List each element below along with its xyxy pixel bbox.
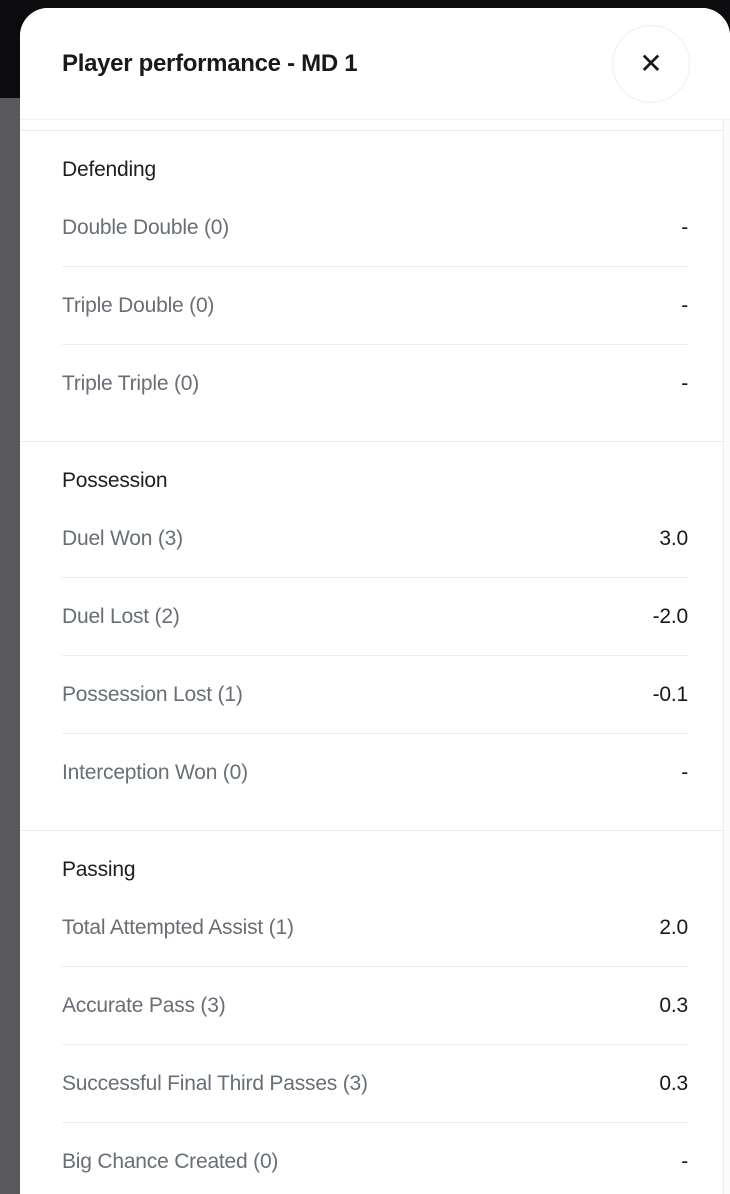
stat-value: 0.3 — [659, 1071, 688, 1095]
stat-row: Interception Won (0) - — [62, 734, 688, 812]
section-title: Passing — [62, 858, 136, 881]
stat-label: Triple Triple (0) — [62, 372, 200, 395]
stat-value: - — [681, 215, 688, 239]
stat-label: Interception Won (0) — [62, 761, 248, 784]
modal-scroll-area[interactable]: Defending Double Double (0) - Triple Dou… — [20, 120, 730, 1194]
section-title: Possession — [62, 469, 168, 492]
stat-label: Total Attempted Assist (1) — [62, 915, 294, 939]
close-icon: ✕ — [639, 47, 663, 79]
stat-label: Double Double (0) — [62, 215, 230, 239]
stat-label: Successful Final Third Passes (3) — [62, 1071, 368, 1095]
stat-row: Double Double (0) - — [62, 189, 688, 267]
previous-section-sliver — [20, 120, 730, 130]
stat-label: Accurate Pass (3) — [62, 993, 226, 1017]
stat-row: Duel Won (3) 3.0 — [62, 500, 688, 578]
section-passing: Passing Total Attempted Assist (1) 2.0 A… — [20, 830, 730, 1194]
stat-label: Duel Lost (2) — [62, 604, 180, 628]
scrollbar-gutter[interactable] — [723, 120, 730, 1194]
stat-row: Big Chance Created (0) - — [62, 1123, 688, 1194]
stat-row: Successful Final Third Passes (3) 0.3 — [62, 1045, 688, 1123]
stat-row: Triple Triple (0) - — [62, 345, 688, 423]
modal-header: Player performance - MD 1 ✕ — [20, 8, 730, 120]
stat-value: -0.1 — [652, 682, 689, 706]
stat-row: Duel Lost (2) -2.0 — [62, 578, 688, 656]
close-button[interactable]: ✕ — [612, 24, 690, 103]
modal-title: Player performance - MD 1 — [62, 49, 358, 77]
stat-value: - — [681, 1150, 688, 1173]
stat-label: Duel Won (3) — [62, 526, 183, 550]
stat-value: - — [681, 293, 688, 317]
section-defending: Defending Double Double (0) - Triple Dou… — [20, 130, 730, 441]
stat-value: 2.0 — [659, 915, 688, 939]
stat-row: Possession Lost (1) -0.1 — [62, 656, 688, 734]
player-performance-modal: Player performance - MD 1 ✕ Defending Do… — [20, 8, 730, 1194]
stat-value: 0.3 — [659, 993, 688, 1017]
stat-value: - — [681, 761, 688, 784]
stat-value: - — [681, 372, 688, 395]
stat-value: 3.0 — [659, 526, 688, 550]
stat-row: Triple Double (0) - — [62, 267, 688, 345]
stat-label: Possession Lost (1) — [62, 682, 243, 706]
stat-label: Big Chance Created (0) — [62, 1150, 279, 1173]
stat-label: Triple Double (0) — [62, 293, 215, 317]
section-possession: Possession Duel Won (3) 3.0 Duel Lost (2… — [20, 441, 730, 830]
section-title: Defending — [62, 158, 156, 181]
stat-row: Total Attempted Assist (1) 2.0 — [62, 889, 688, 967]
stat-value: -2.0 — [652, 604, 689, 628]
stat-row: Accurate Pass (3) 0.3 — [62, 967, 688, 1045]
